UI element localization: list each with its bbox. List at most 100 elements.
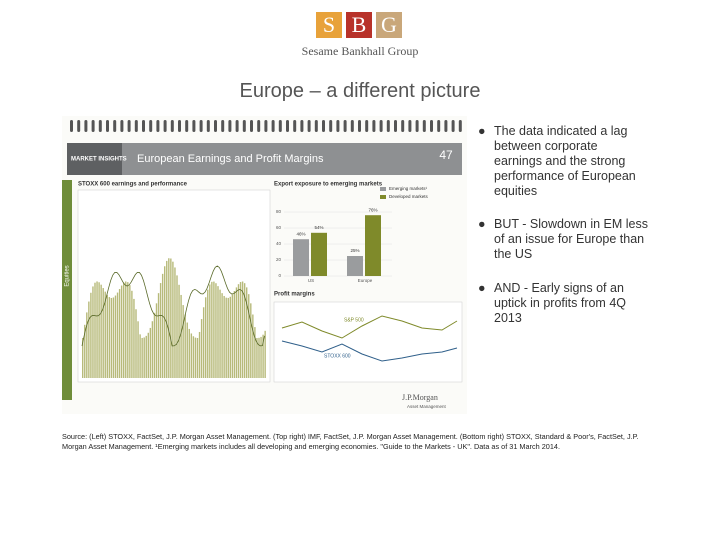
texture-bar bbox=[82, 338, 84, 378]
texture-bar bbox=[155, 303, 158, 378]
texture-bar bbox=[151, 321, 154, 378]
ring bbox=[322, 120, 325, 132]
logo-letter: G bbox=[376, 12, 402, 38]
texture-bar bbox=[96, 281, 98, 378]
ring bbox=[451, 120, 455, 132]
ring bbox=[430, 120, 433, 132]
ring bbox=[221, 120, 225, 132]
texture-bar bbox=[209, 284, 211, 378]
bullet: ● AND - Early signs of an uptick in profi… bbox=[478, 281, 648, 326]
texture-bar bbox=[192, 336, 195, 378]
texture-bar bbox=[252, 314, 254, 378]
ring bbox=[192, 120, 196, 132]
texture-bar bbox=[98, 282, 100, 378]
texture-bar bbox=[190, 333, 193, 378]
texture-bar bbox=[92, 286, 94, 378]
texture-bar bbox=[123, 282, 125, 378]
texture-bar bbox=[248, 294, 250, 378]
ring bbox=[386, 120, 390, 132]
tab bbox=[62, 180, 72, 400]
ring bbox=[329, 120, 333, 132]
ring bbox=[365, 120, 369, 132]
texture-bar bbox=[264, 330, 266, 378]
texture-line bbox=[81, 265, 265, 347]
ring bbox=[91, 120, 95, 132]
line-label: STOXX 600 bbox=[324, 353, 351, 359]
y-tick-label: 0 bbox=[278, 273, 281, 278]
ring bbox=[437, 120, 441, 132]
logo-letter: B bbox=[346, 12, 372, 38]
bar-label: 76% bbox=[368, 207, 377, 212]
texture-bar bbox=[104, 291, 106, 378]
texture-bar bbox=[141, 337, 143, 378]
texture-bar bbox=[180, 294, 182, 378]
bullet-text: BUT - Slowdown in EM less of an issue fo… bbox=[494, 217, 648, 261]
texture-bar bbox=[241, 281, 244, 378]
legend-label: Developed markets bbox=[389, 194, 429, 199]
texture-bar bbox=[213, 281, 215, 378]
texture-bar bbox=[229, 296, 231, 378]
texture-bar bbox=[256, 337, 258, 378]
texture-bar bbox=[243, 283, 246, 378]
texture-bar bbox=[178, 284, 180, 378]
ring bbox=[250, 120, 253, 132]
ring bbox=[120, 120, 124, 132]
logo-letter: S bbox=[316, 12, 342, 38]
texture-bar bbox=[100, 284, 102, 378]
ring bbox=[77, 120, 81, 132]
company-name: Sesame Bankhall Group bbox=[301, 44, 419, 58]
texture-bar bbox=[166, 260, 168, 378]
ring bbox=[415, 120, 419, 132]
texture-bar bbox=[202, 307, 205, 378]
ring bbox=[98, 120, 102, 132]
ring bbox=[350, 120, 354, 132]
texture-bar bbox=[254, 327, 256, 378]
tab-label: Equities bbox=[65, 265, 71, 286]
texture-bar bbox=[196, 337, 199, 378]
texture-bar bbox=[94, 282, 96, 378]
y-tick-label: 80 bbox=[276, 209, 282, 214]
texture-bar bbox=[225, 297, 227, 378]
texture-bar bbox=[258, 337, 260, 378]
ring bbox=[156, 120, 160, 132]
y-tick-label: 60 bbox=[276, 225, 282, 230]
texture-bar bbox=[182, 305, 184, 378]
line-label: S&P 500 bbox=[344, 317, 364, 323]
margin-chart bbox=[273, 301, 463, 383]
texture-bar bbox=[133, 298, 135, 378]
texture-bar bbox=[149, 327, 152, 378]
section-box bbox=[67, 143, 122, 175]
figure: MARKET INSIGHTS European Earnings and Pr… bbox=[62, 116, 467, 414]
x-tick-label: US bbox=[308, 278, 314, 283]
bar bbox=[293, 239, 309, 276]
bullet: ● The data indicated a lag between corpor… bbox=[478, 124, 648, 199]
texture-bar bbox=[143, 337, 145, 378]
texture-bar bbox=[88, 301, 90, 378]
texture-bar bbox=[116, 292, 119, 378]
ring bbox=[134, 120, 138, 132]
texture-bar bbox=[186, 322, 188, 378]
texture-bar bbox=[106, 294, 108, 378]
ring bbox=[408, 120, 412, 132]
bar bbox=[347, 256, 363, 276]
ring bbox=[185, 120, 189, 132]
texture-bar bbox=[125, 281, 127, 378]
chart-title: Export exposure to emerging markets bbox=[274, 182, 383, 188]
texture-bar bbox=[170, 258, 172, 378]
texture-bar bbox=[239, 281, 242, 378]
ring bbox=[106, 120, 109, 132]
ring bbox=[113, 120, 117, 132]
texture-bar bbox=[194, 337, 197, 378]
brand: J.P.Morgan bbox=[402, 393, 438, 402]
texture-bar bbox=[207, 289, 209, 378]
texture-bar bbox=[161, 273, 164, 378]
texture-bar bbox=[157, 293, 160, 378]
ring bbox=[358, 120, 361, 132]
brand-sub: Asset Management bbox=[407, 404, 447, 409]
texture-bar bbox=[110, 297, 113, 378]
texture-bar bbox=[139, 334, 141, 378]
bar-label: 54% bbox=[314, 225, 323, 230]
ring bbox=[178, 120, 181, 132]
texture-bar bbox=[114, 295, 117, 378]
texture-bar bbox=[198, 331, 201, 378]
